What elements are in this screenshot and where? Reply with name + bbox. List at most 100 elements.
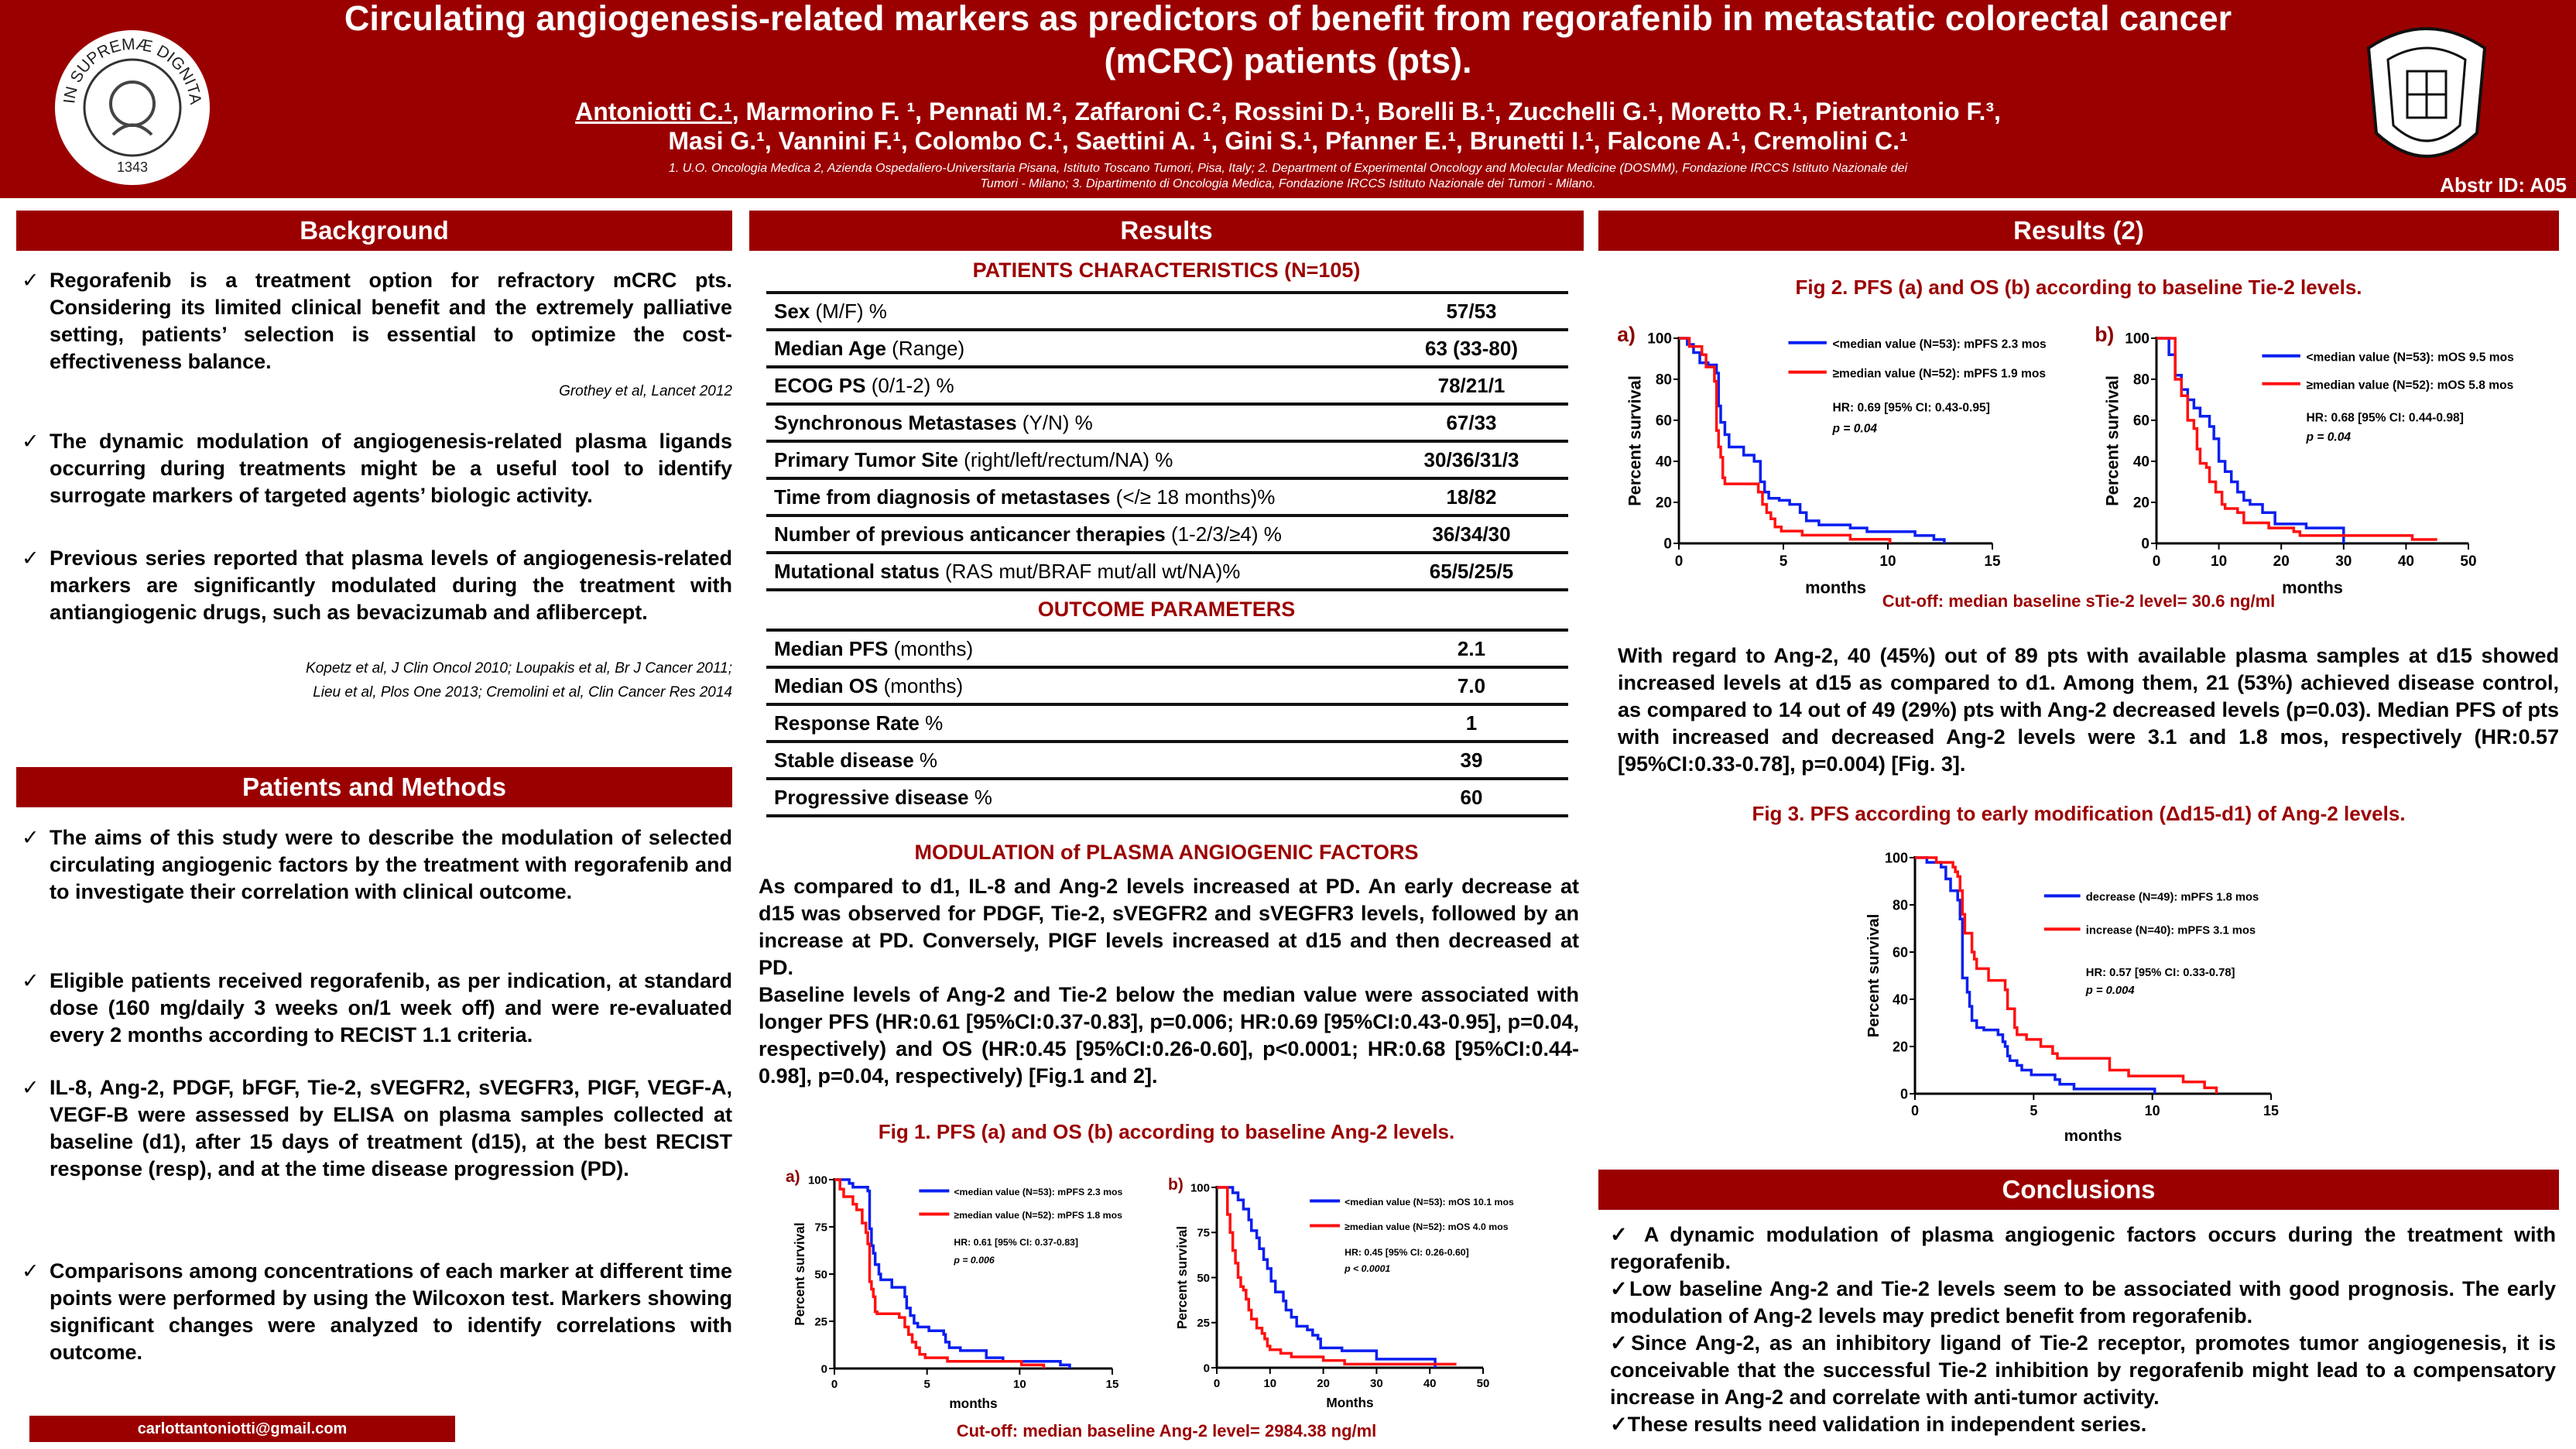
row-label-detail: (0/1-2) %	[865, 373, 954, 397]
panel-label: a)	[1617, 323, 1636, 346]
y-tick-label: 100	[1647, 331, 1672, 348]
row-label-detail: (</≥ 18 months)%	[1110, 485, 1276, 509]
fig2b-chart: 0 20 40 60 80 100 0 10 20 30 40 50 months Percent sur…	[2095, 323, 2514, 598]
methods-bullet-2: ✓ Eligible patients received regorafenib,…	[19, 968, 732, 1049]
x-tick-label: 0	[1911, 1103, 1919, 1118]
legend-label: ≥median value (N=52): mOS 5.8 mos	[2306, 379, 2513, 392]
authors: Antoniotti C.¹, Marmorino F. ¹, Pennati …	[232, 97, 2344, 156]
row-value: 67/33	[1375, 404, 1568, 443]
x-axis-label: months	[2064, 1127, 2122, 1145]
reference-2-line-1: Kopetz et al, J Clin Oncol 2010; Loupaki…	[306, 660, 732, 677]
km-curve-blue	[2156, 337, 2345, 543]
row-label-main: Number of previous anticancer therapies	[774, 522, 1166, 546]
y-axis-label: Percent survival	[1865, 914, 1882, 1038]
km-curve-blue	[1679, 337, 1946, 543]
row-label-detail: %	[913, 748, 937, 772]
row-value: 63 (33-80)	[1375, 330, 1568, 368]
title-line-1: Circulating angiogenesis-related markers…	[344, 0, 2232, 38]
row-label-main: Synchronous Metastases	[774, 410, 1017, 434]
check-icon: ✓	[22, 826, 39, 849]
table-row: Primary Tumor Site (right/left/rectum/NA…	[766, 441, 1568, 480]
patients-characteristics-heading: PATIENTS CHARACTERISTICS (N=105)	[972, 259, 1361, 282]
table-row: Time from diagnosis of metastases (</≥ 1…	[766, 478, 1568, 517]
y-tick-label: 20	[1893, 1039, 1908, 1054]
row-label: Synchronous Metastases (Y/N) %	[766, 404, 1375, 443]
y-axis-label: Percent survival	[2103, 375, 2122, 506]
y-tick-label: 60	[1893, 944, 1908, 960]
modulation-text-2: Baseline levels of Ang-2 and Tie-2 below…	[759, 983, 1579, 1088]
panel-label: a)	[786, 1168, 800, 1186]
authors-line-1: , Marmorino F. ¹, Pennati M.², Zaffaroni…	[731, 98, 2001, 125]
row-value: 18/82	[1375, 478, 1568, 517]
methods-bullet-4: ✓ Comparisons among concentrations of eac…	[19, 1258, 732, 1366]
bullet-text: Eligible patients received regorafenib, …	[50, 969, 732, 1046]
x-tick-label: 15	[2263, 1103, 2279, 1118]
bullet-text: Comparisons among concentrations of each…	[50, 1259, 732, 1364]
y-tick-label: 60	[2133, 413, 2150, 430]
row-value: 7.0	[1375, 667, 1568, 706]
legend-label: ≥median value (N=52): mPFS 1.8 mos	[954, 1210, 1122, 1221]
row-label: Stable disease %	[766, 742, 1375, 780]
row-label: Median PFS (months)	[766, 629, 1375, 669]
panel-label: b)	[2095, 323, 2114, 346]
row-label-main: Time from diagnosis of metastases	[774, 485, 1111, 509]
y-tick-label: 100	[1885, 850, 1908, 865]
table-row: Mutational status (RAS mut/BRAF mut/all …	[766, 553, 1568, 591]
fig1-title: Fig 1. PFS (a) and OS (b) according to b…	[878, 1120, 1455, 1143]
affiliations: 1. U.O. Oncologia Medica 2, Azienda Ospe…	[542, 161, 2034, 192]
fig1-cutoff: Cut-off: median baseline Ang-2 level= 29…	[956, 1421, 1377, 1440]
row-value: 36/34/30	[1375, 516, 1568, 554]
table-row: Synchronous Metastases (Y/N) % 67/33	[766, 404, 1568, 443]
reference-2: Kopetz et al, J Clin Oncol 2010; Loupaki…	[155, 656, 732, 704]
row-label: Time from diagnosis of metastases (</≥ 1…	[766, 478, 1375, 517]
row-value: 65/5/25/5	[1375, 553, 1568, 591]
bullet-text: Regorafenib is a treatment option for re…	[50, 269, 732, 373]
poster-title: Circulating angiogenesis-related markers…	[232, 0, 2344, 82]
x-tick-label: 50	[2460, 553, 2476, 570]
fig3-title: Fig 3. PFS according to early modificati…	[1752, 802, 2406, 825]
table-row: Median PFS (months) 2.1	[766, 629, 1568, 669]
p-value: p = 0.04	[1831, 422, 1877, 435]
x-tick-label: 5	[2030, 1103, 2037, 1118]
table-row: ECOG PS (0/1-2) % 78/21/1	[766, 367, 1568, 406]
x-tick-label: 20	[2273, 553, 2290, 570]
row-label-detail: %	[919, 711, 944, 735]
y-tick-label: 0	[1900, 1086, 1908, 1101]
fig2-title: Fig 2. PFS (a) and OS (b) according to b…	[1795, 276, 2362, 299]
y-tick-label: 25	[814, 1315, 827, 1328]
km-curve-red	[2156, 337, 2437, 541]
bullet-text: IL-8, Ang-2, PDGF, bFGF, Tie-2, sVEGFR2,…	[50, 1076, 732, 1180]
x-tick-label: 0	[1214, 1377, 1220, 1390]
km-curve-red	[1915, 856, 2218, 1094]
legend-label: decrease (N=49): mPFS 1.8 mos	[2086, 892, 2259, 904]
background-heading: Background	[16, 211, 732, 251]
contact-email[interactable]: carlottantoniotti@gmail.com	[29, 1416, 455, 1442]
row-label-detail: (right/left/rectum/NA) %	[957, 447, 1173, 471]
x-tick-label: 10	[1879, 553, 1896, 570]
y-tick-label: 75	[814, 1221, 827, 1234]
fig2-cutoff: Cut-off: median baseline sTie-2 level= 3…	[1882, 591, 2276, 611]
background-bullet-1: ✓ Regorafenib is a treatment option for r…	[19, 267, 732, 375]
row-label: Median Age (Range)	[766, 330, 1375, 368]
hospital-crest-logo	[2366, 27, 2487, 158]
table-row: Response Rate % 1	[766, 704, 1568, 743]
hazard-ratio: HR: 0.68 [95% CI: 0.44-0.98]	[2306, 411, 2463, 424]
y-tick-label: 40	[2133, 454, 2150, 471]
row-value: 2.1	[1375, 629, 1568, 669]
background-bullet-3: ✓ Previous series reported that plasma le…	[19, 545, 732, 626]
conclusion-item: ✓Low baseline Ang-2 and Tie-2 levels see…	[1610, 1277, 2556, 1327]
bullet-text: Previous series reported that plasma lev…	[50, 546, 732, 624]
patients-characteristics-table: Sex (M/F) % 57/53 Median Age (Range) 63 (33…	[766, 291, 1568, 591]
table-row: Sex (M/F) % 57/53	[766, 291, 1568, 331]
x-tick-label: 40	[1423, 1377, 1437, 1390]
row-label-detail: (RAS mut/BRAF mut/all wt/NA)%	[939, 559, 1241, 583]
row-label-detail: %	[968, 785, 992, 809]
table-row: Number of previous anticancer therapies …	[766, 516, 1568, 554]
x-tick-label: 30	[1370, 1377, 1383, 1390]
row-value: 39	[1375, 742, 1568, 780]
x-tick-label: 30	[2335, 553, 2352, 570]
y-tick-label: 0	[2141, 536, 2150, 553]
x-tick-label: 40	[2398, 553, 2414, 570]
background-bullet-2: ✓ The dynamic modulation of angiogenesis-…	[19, 428, 732, 509]
legend-label: ≥median value (N=52): mOS 4.0 mos	[1345, 1221, 1509, 1232]
